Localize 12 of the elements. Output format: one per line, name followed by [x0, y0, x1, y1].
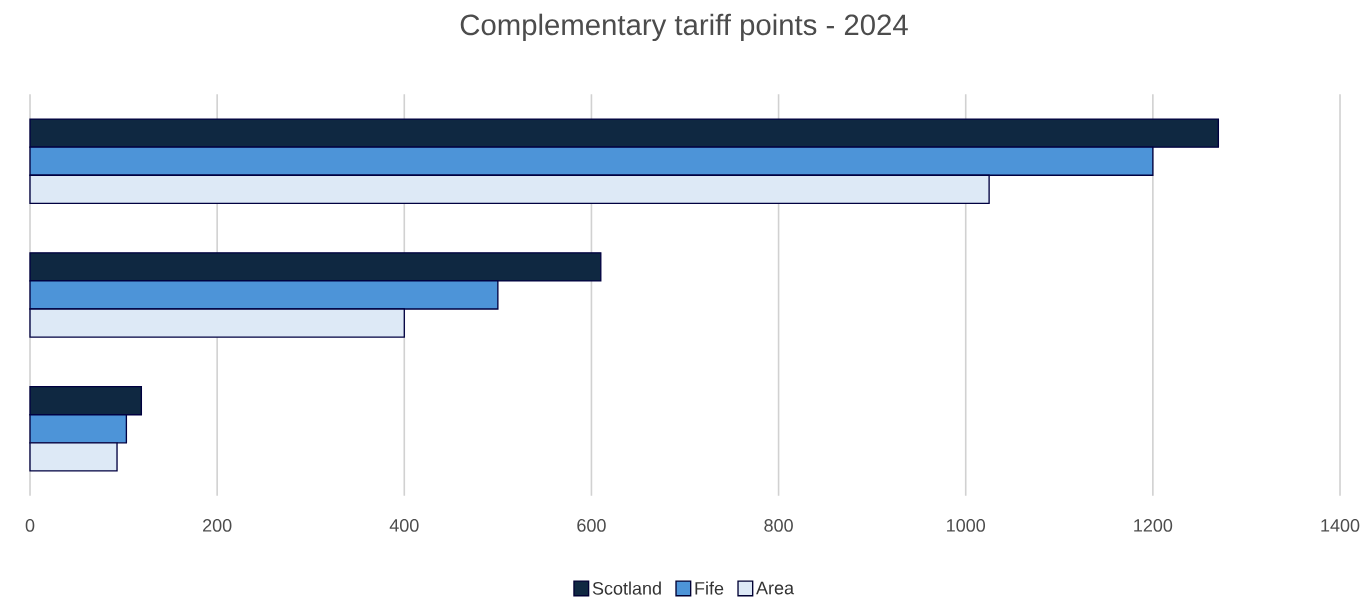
- legend-label: Fife: [695, 581, 724, 595]
- x-tick-label: 0: [25, 519, 35, 532]
- x-tick-label: 1200: [1134, 519, 1173, 532]
- x-tick-label: 200: [203, 519, 232, 532]
- x-tick-label: 600: [577, 519, 606, 532]
- x-tick-label: 1000: [947, 519, 986, 532]
- legend-label: Scotland: [592, 581, 661, 595]
- legend-label: Area: [756, 581, 795, 595]
- chart-title: Complementary tariff points - 2024: [460, 13, 908, 42]
- x-tick-label: 400: [389, 519, 419, 532]
- x-tick-label: 800: [764, 519, 793, 532]
- x-tick-label: 1400: [1321, 519, 1360, 532]
